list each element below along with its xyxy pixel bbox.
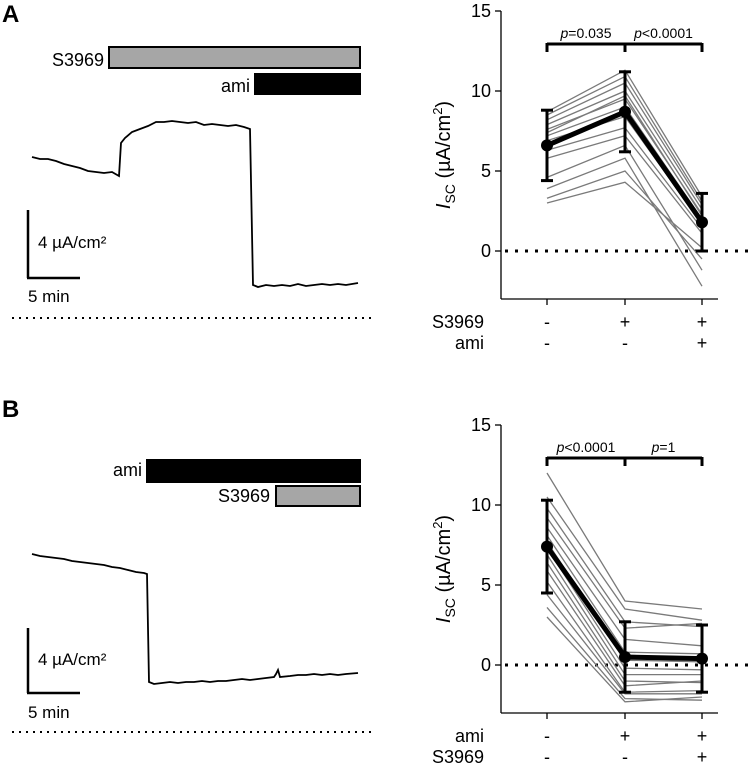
treatment-sign: -: [544, 726, 550, 746]
individual-series-line: [546, 472, 703, 610]
y-axis-label: ISC (µA/cm2): [430, 101, 458, 209]
trace-bar-label-s3969: S3969: [52, 50, 104, 70]
trace-bar-label-ami-b: ami: [113, 460, 142, 480]
trace-bar-ami: [254, 73, 361, 95]
scale-label-x-b: 5 min: [28, 703, 70, 722]
treatment-sign: -: [622, 333, 628, 353]
current-trace-b: [31, 553, 359, 685]
trace-bar-label-ami: ami: [221, 76, 250, 96]
trace-bar-s3969: [108, 46, 361, 69]
treatment-sign: -: [544, 312, 550, 332]
treatment-sign: +: [697, 312, 708, 332]
trace-bar-s3969-b: [275, 485, 361, 507]
scale-label-y-b: 4 µA/cm²: [38, 650, 107, 669]
y-axis-label: ISC (µA/cm2): [430, 515, 458, 623]
individual-series-line: [546, 496, 703, 621]
y-tick-label: 0: [481, 241, 491, 261]
individual-series-line: [546, 616, 703, 703]
mean-point: [696, 216, 708, 229]
individual-series-line: [546, 594, 702, 695]
treatment-sign: +: [697, 747, 708, 766]
individual-series-line: [546, 157, 703, 287]
individual-series-line: [546, 69, 703, 197]
trace-bar-label-s3969-b: S3969: [218, 486, 270, 506]
mean-point: [619, 105, 631, 118]
significance-label: p<0.0001: [633, 25, 693, 41]
y-tick-label: 10: [471, 81, 491, 101]
y-tick-label: 10: [471, 495, 491, 515]
mean-point: [619, 651, 631, 663]
treatment-row-label: ami: [455, 726, 484, 746]
y-tick-label: 5: [481, 575, 491, 595]
significance-label: p<0.0001: [556, 439, 616, 455]
treatment-sign: -: [544, 333, 550, 353]
scale-bar-a: [26, 210, 80, 280]
mean-point: [696, 652, 708, 665]
panel-label-b: B: [2, 396, 19, 423]
y-tick-label: 0: [481, 655, 491, 675]
mean-point: [541, 139, 553, 152]
treatment-row-label: S3969: [432, 747, 484, 766]
treatment-row-label: ami: [455, 333, 484, 353]
scale-label-x-a: 5 min: [28, 287, 70, 306]
treatment-sign: +: [697, 726, 708, 746]
current-trace-a: [31, 120, 359, 288]
treatment-sign: +: [620, 726, 631, 746]
scale-label-y-a: 4 µA/cm²: [38, 233, 107, 252]
trace-bar-ami-b: [146, 459, 361, 483]
significance-label: p=1: [651, 439, 676, 455]
treatment-sign: -: [544, 747, 550, 766]
treatment-sign: +: [620, 312, 631, 332]
mean-point: [541, 540, 553, 553]
scale-bar-b: [26, 628, 80, 695]
y-tick-label: 5: [481, 161, 491, 181]
panel-label-a: A: [2, 1, 19, 28]
y-tick-label: 15: [471, 415, 491, 435]
treatment-row-label: S3969: [432, 312, 484, 332]
treatment-sign: +: [697, 333, 708, 353]
treatment-sign: -: [622, 747, 628, 766]
individual-series-line: [546, 606, 703, 701]
y-tick-label: 15: [471, 1, 491, 21]
individual-series-line: [546, 181, 703, 249]
individual-series-line: [546, 517, 703, 629]
significance-label: p=0.035: [559, 25, 611, 41]
